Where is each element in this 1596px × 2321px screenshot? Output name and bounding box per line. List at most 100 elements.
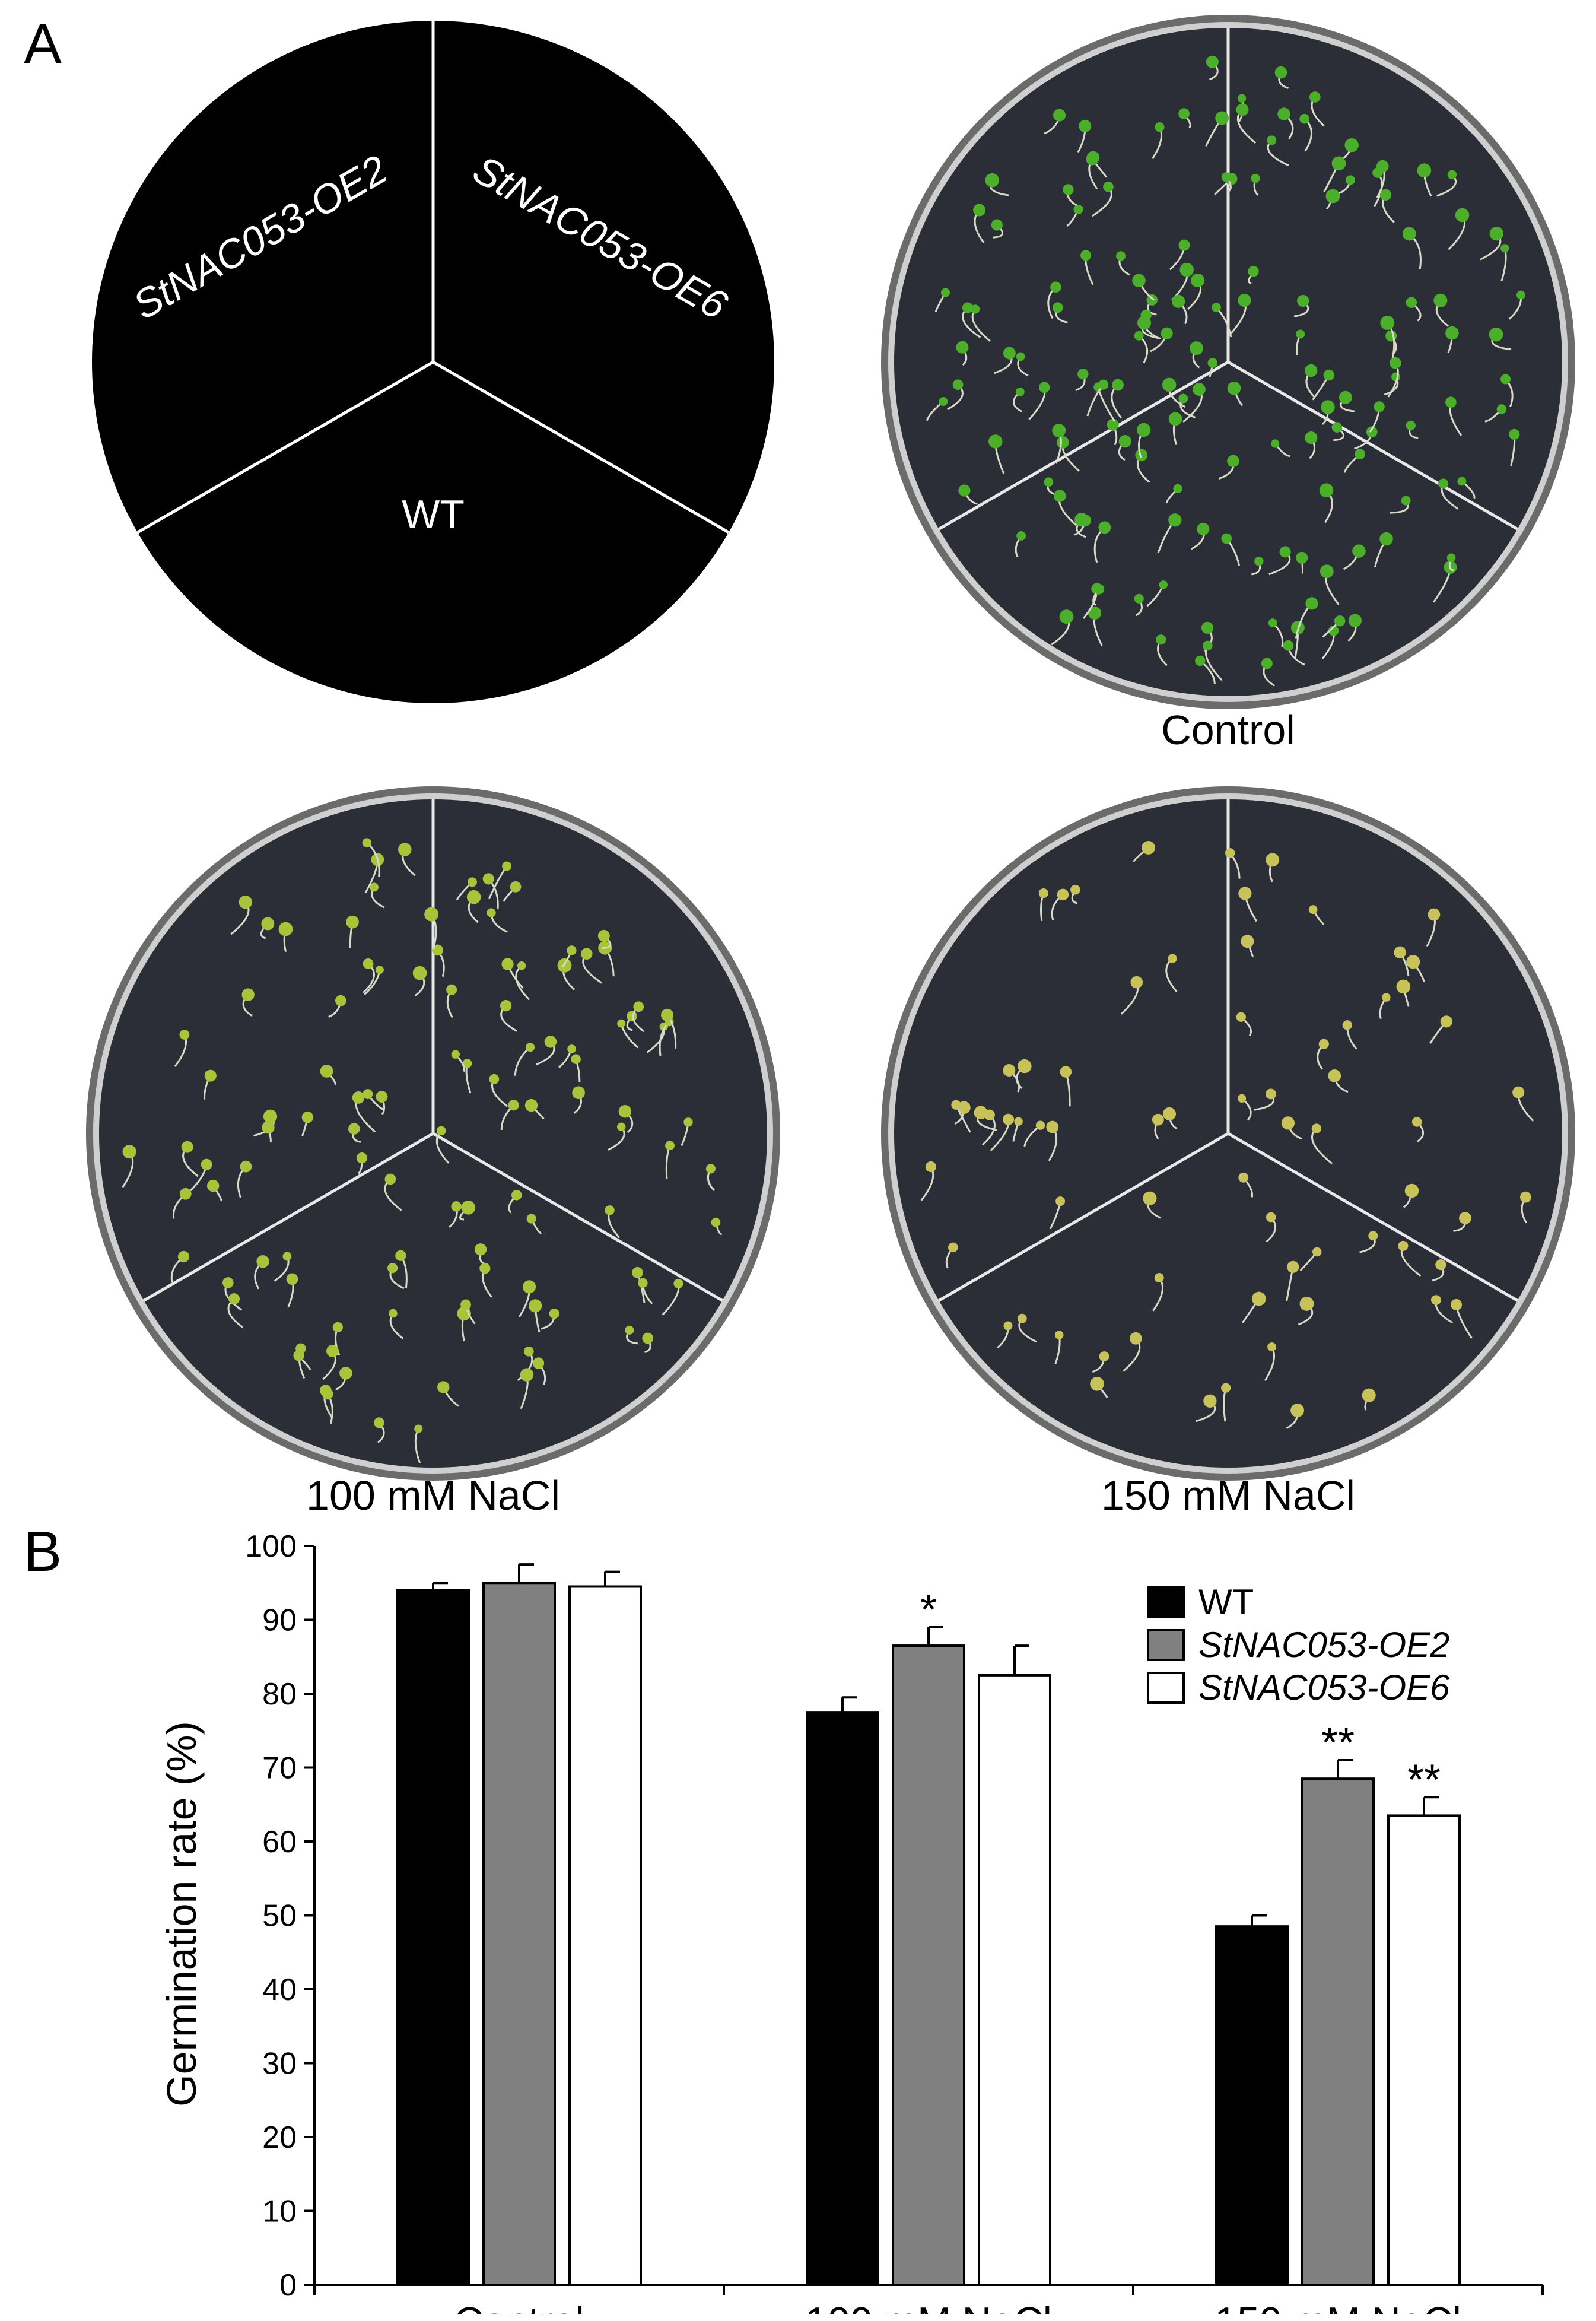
seedling xyxy=(1305,364,1318,398)
seedling xyxy=(1342,1020,1357,1050)
seedling xyxy=(1319,483,1334,523)
seedling xyxy=(1359,1231,1378,1253)
seedling xyxy=(1165,954,1178,993)
seedling xyxy=(487,908,508,933)
bar xyxy=(482,1582,556,2286)
seedling xyxy=(301,1111,314,1136)
seedling xyxy=(535,1036,557,1066)
seedling xyxy=(1111,379,1124,419)
seedling xyxy=(1221,533,1241,566)
seedling xyxy=(1047,281,1061,319)
seedling xyxy=(1376,160,1389,198)
seedling xyxy=(1218,455,1239,480)
seedling xyxy=(1241,935,1254,958)
seedling xyxy=(363,1089,384,1111)
seedling xyxy=(1362,1388,1376,1411)
seedling xyxy=(1190,341,1204,369)
seedling xyxy=(1054,1331,1064,1365)
seedling xyxy=(1038,888,1048,922)
seedling xyxy=(395,1250,408,1288)
seedling xyxy=(459,1201,476,1221)
seedling xyxy=(437,1381,459,1407)
y-tick-label: 80 xyxy=(262,1677,297,1712)
seedling xyxy=(206,1179,223,1202)
seedling xyxy=(1285,1260,1299,1302)
seedling xyxy=(346,915,359,948)
seedling xyxy=(449,1201,462,1228)
seedling xyxy=(1277,107,1294,139)
seedling xyxy=(1146,294,1158,316)
seedling xyxy=(1137,423,1151,458)
seedling xyxy=(541,1308,559,1330)
seedling xyxy=(1052,424,1066,464)
seedling xyxy=(1107,418,1119,446)
seedling xyxy=(1152,122,1165,160)
seedling xyxy=(1017,1313,1037,1343)
seedling xyxy=(1152,1272,1164,1312)
seedling xyxy=(1238,887,1258,922)
seedling xyxy=(1060,1066,1072,1107)
seedling xyxy=(322,1388,333,1424)
seedling xyxy=(1451,1298,1473,1339)
seedling xyxy=(500,1100,519,1131)
significance-mark: ** xyxy=(1321,1719,1355,1767)
seedling xyxy=(605,1205,621,1239)
seedling xyxy=(172,1188,192,1219)
seedling xyxy=(1123,1332,1142,1372)
seedling xyxy=(389,1309,404,1339)
seedling xyxy=(1406,297,1422,322)
seedling xyxy=(1417,163,1432,197)
seedling xyxy=(456,877,477,900)
seedling xyxy=(618,1105,634,1133)
seedling xyxy=(1308,905,1325,925)
seedling xyxy=(945,1242,958,1269)
seedling xyxy=(1380,316,1395,358)
seedling xyxy=(962,302,981,338)
seedling xyxy=(1206,55,1219,81)
seedling xyxy=(926,397,948,421)
seedling xyxy=(597,929,612,949)
seedling xyxy=(1178,393,1196,418)
seedling xyxy=(1347,614,1362,642)
seedling xyxy=(1248,266,1259,284)
seedling xyxy=(278,922,293,952)
bar xyxy=(806,1711,879,2286)
y-tick-label: 20 xyxy=(262,2120,297,2155)
seedling xyxy=(1229,293,1251,336)
bar xyxy=(1215,1925,1289,2286)
seedling xyxy=(1379,993,1391,1019)
seedling xyxy=(608,1122,626,1151)
legend-label: StNAC053-OE6 xyxy=(1198,1668,1450,1707)
seedling xyxy=(1049,1196,1066,1230)
seedling xyxy=(1396,979,1411,1007)
seedling xyxy=(1052,302,1068,323)
seedling xyxy=(1074,515,1091,536)
seedling xyxy=(526,1214,542,1234)
seedling xyxy=(1116,251,1130,276)
seedling xyxy=(580,948,602,984)
seedling xyxy=(1221,1383,1231,1422)
seedling xyxy=(1236,103,1257,144)
seedling xyxy=(262,1121,275,1143)
seedling xyxy=(237,1160,252,1198)
seedling xyxy=(1168,412,1182,445)
seedling xyxy=(705,1164,716,1192)
seedling xyxy=(934,288,950,312)
seedling xyxy=(638,1278,653,1304)
seedling xyxy=(451,1050,465,1072)
seedling xyxy=(524,1098,545,1120)
seedling xyxy=(711,1217,722,1236)
seedling xyxy=(1298,1297,1314,1326)
seedling xyxy=(122,1145,136,1188)
seedling xyxy=(1509,428,1520,466)
seedling xyxy=(990,1113,1015,1151)
significance-mark: * xyxy=(920,1586,937,1634)
seedling xyxy=(1202,640,1223,681)
seedling xyxy=(973,204,986,244)
seedling xyxy=(1023,1120,1045,1147)
seedling xyxy=(462,1059,472,1094)
seedling xyxy=(1484,404,1507,423)
seedling xyxy=(1343,544,1366,570)
seedling xyxy=(1411,1117,1425,1142)
seedling xyxy=(1295,597,1318,639)
